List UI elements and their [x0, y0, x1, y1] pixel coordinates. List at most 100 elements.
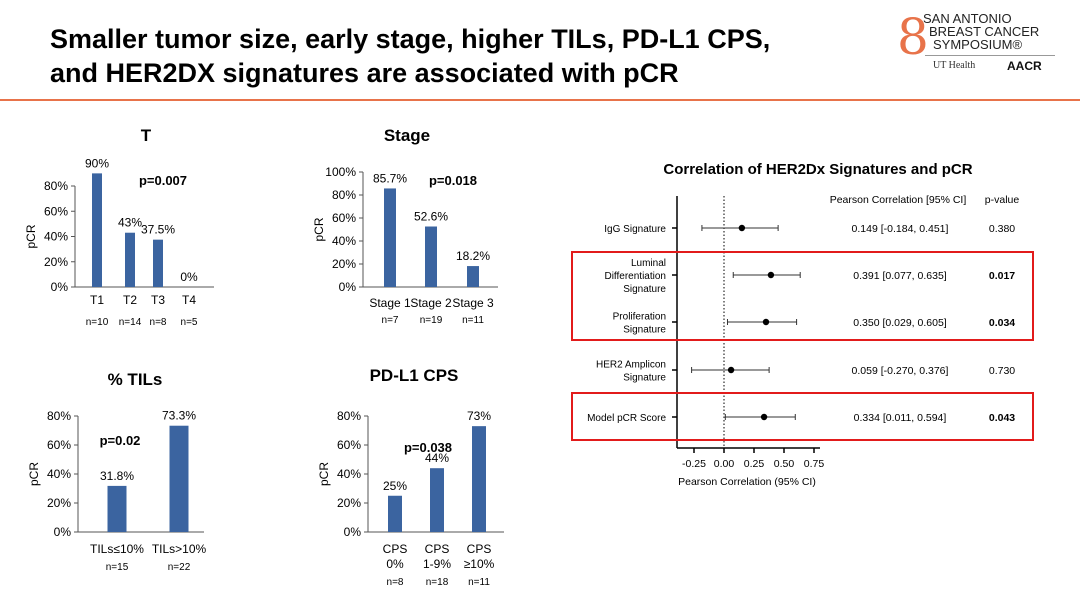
bar — [430, 468, 444, 532]
y-axis-label: pCR — [27, 462, 41, 486]
data-label: 73.3% — [162, 409, 196, 423]
bar — [388, 495, 402, 532]
title-line-2: and HER2DX signatures are associated wit… — [50, 58, 679, 88]
p-value-text: 0.043 — [989, 412, 1015, 424]
x-tick-label: -0.25 — [682, 458, 706, 470]
category-label: T3 — [151, 293, 165, 307]
highlight-box — [571, 251, 1034, 341]
y-tick-label: 60% — [332, 211, 356, 225]
point-estimate — [760, 413, 768, 421]
data-label: 31.8% — [100, 469, 134, 483]
chart-title: % TILs — [108, 370, 163, 389]
row-label: Signature — [623, 325, 666, 336]
chart-title: PD-L1 CPS — [370, 366, 459, 385]
ci-text: 0.059 [-0.270, 0.376] — [852, 365, 949, 377]
row-label: Model pCR Score — [587, 413, 666, 424]
n-label: n=19 — [420, 315, 443, 326]
category-label: T4 — [182, 293, 196, 307]
n-label: n=11 — [462, 315, 484, 326]
n-label: n=22 — [168, 562, 191, 573]
logo-line-2: BREAST CANCER — [929, 24, 1040, 39]
category-label: 0% — [386, 557, 404, 571]
bar — [384, 188, 396, 287]
ci-text: 0.334 [0.011, 0.594] — [854, 412, 947, 424]
column-header: p-value — [985, 194, 1020, 206]
bar — [125, 232, 135, 287]
y-tick-label: 40% — [44, 230, 68, 244]
p-value-text: 0.017 — [989, 270, 1015, 282]
y-tick-label: 80% — [332, 188, 356, 202]
category-label: ≥10% — [464, 557, 495, 571]
p-value-text: 0.730 — [989, 365, 1015, 377]
n-label: n=18 — [426, 577, 449, 588]
data-label: 43% — [118, 216, 142, 230]
chart-title: Stage — [384, 126, 430, 145]
logo-line-1: SAN ANTONIO — [923, 11, 1012, 26]
row-label: HER2 Amplicon — [596, 360, 666, 371]
category-label: T1 — [90, 293, 104, 307]
category-label: CPS — [425, 542, 450, 556]
bar — [472, 426, 486, 532]
y-tick-label: 80% — [47, 409, 71, 423]
point-estimate — [762, 318, 770, 326]
data-label: 18.2% — [456, 249, 490, 263]
bar — [467, 266, 479, 287]
y-tick-label: 20% — [337, 496, 361, 510]
ut-health-logo: UT Health — [933, 60, 976, 71]
point-estimate — [767, 271, 775, 279]
y-tick-label: 40% — [332, 234, 356, 248]
row-label: Proliferation — [613, 312, 666, 323]
point-estimate — [738, 224, 746, 232]
y-tick-label: 0% — [344, 525, 362, 539]
y-axis-label: pCR — [317, 462, 331, 486]
n-label: n=7 — [382, 315, 399, 326]
data-label: 25% — [383, 479, 407, 493]
data-label: 0% — [180, 270, 198, 284]
bar — [92, 173, 102, 287]
bar — [425, 226, 437, 287]
y-tick-label: 40% — [47, 467, 71, 481]
ci-text: 0.149 [-0.184, 0.451] — [852, 223, 949, 235]
p-value-text: 0.034 — [989, 317, 1015, 329]
category-label: Stage 2 — [410, 296, 452, 310]
bar — [169, 425, 189, 532]
title-divider — [0, 99, 1080, 101]
aacr-logo: AACR — [1007, 59, 1042, 73]
y-tick-label: 0% — [51, 280, 69, 294]
slide-title: Smaller tumor size, early stage, higher … — [50, 22, 770, 90]
category-label: CPS — [467, 542, 492, 556]
n-label: n=10 — [86, 317, 109, 328]
category-label: Stage 3 — [452, 296, 494, 310]
category-label: T2 — [123, 293, 137, 307]
data-label: 37.5% — [141, 223, 175, 237]
y-tick-label: 40% — [337, 467, 361, 481]
row-label: Differentiation — [604, 271, 666, 282]
sabcs-logo: 8 SAN ANTONIO BREAST CANCER SYMPOSIUM® U… — [895, 8, 1065, 90]
x-tick-label: 0.25 — [744, 458, 765, 470]
y-tick-label: 80% — [337, 409, 361, 423]
title-line-1: Smaller tumor size, early stage, higher … — [50, 24, 771, 54]
n-label: n=5 — [181, 317, 198, 328]
y-tick-label: 80% — [44, 179, 68, 193]
data-label: 85.7% — [373, 171, 407, 185]
y-tick-label: 60% — [47, 438, 71, 452]
y-tick-label: 0% — [339, 280, 357, 294]
p-value-text: 0.380 — [989, 223, 1015, 235]
category-label: 1-9% — [423, 557, 451, 571]
data-label: 73% — [467, 409, 491, 423]
data-label: 52.6% — [414, 210, 448, 224]
p-value: p=0.018 — [429, 173, 477, 188]
p-value: p=0.038 — [404, 440, 452, 455]
y-axis-label: pCR — [312, 217, 326, 241]
row-label: Signature — [623, 373, 666, 384]
x-tick-label: 0.50 — [774, 458, 795, 470]
ci-text: 0.350 [0.029, 0.605] — [853, 317, 946, 329]
y-tick-label: 20% — [44, 255, 68, 269]
bar — [107, 485, 127, 532]
y-tick-label: 20% — [332, 257, 356, 271]
n-label: n=14 — [119, 317, 142, 328]
point-estimate — [727, 366, 735, 374]
category-label: TILs>10% — [152, 542, 207, 556]
n-label: n=8 — [150, 317, 167, 328]
